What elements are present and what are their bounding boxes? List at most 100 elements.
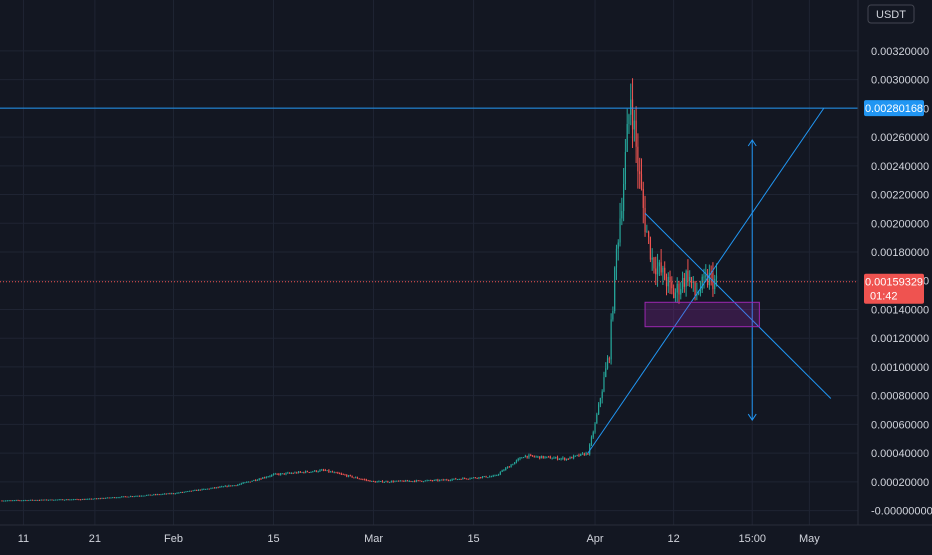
- candle-body: [430, 480, 432, 482]
- candle-body: [105, 497, 107, 499]
- candle-body: [589, 444, 591, 455]
- range-rectangle[interactable]: [644, 301, 760, 328]
- candle-body: [421, 480, 423, 482]
- candle-body: [333, 472, 335, 474]
- candle-body: [708, 272, 710, 286]
- candle-body: [705, 275, 707, 277]
- candle-body: [201, 489, 203, 491]
- candle-body: [187, 491, 189, 493]
- candle-body: [530, 455, 532, 457]
- candle-body: [335, 472, 337, 474]
- candle-body: [330, 471, 332, 473]
- candle-body: [567, 458, 569, 460]
- candle-body: [360, 478, 362, 480]
- candle-body: [240, 483, 242, 485]
- candle-body: [312, 471, 314, 473]
- candle-body: [599, 398, 601, 405]
- candle-body: [146, 495, 148, 497]
- candle-body: [665, 279, 668, 287]
- candle-body: [394, 481, 396, 483]
- x-tick-label: 15:00: [738, 533, 766, 545]
- trendline[interactable]: [644, 212, 832, 399]
- candle-body: [389, 482, 391, 484]
- candle-body: [167, 493, 169, 495]
- candle-body: [701, 276, 703, 290]
- candle-body: [549, 456, 551, 459]
- candle-body: [396, 480, 398, 482]
- candle-body: [206, 488, 209, 490]
- candle-body: [535, 456, 537, 458]
- candle-body: [265, 477, 267, 479]
- candle-body: [648, 231, 650, 238]
- candle-body: [689, 276, 691, 282]
- candle-body: [90, 498, 92, 500]
- candle-body: [592, 432, 594, 438]
- candle-body: [662, 267, 664, 273]
- candle-body: [467, 478, 469, 480]
- candle-body: [94, 498, 96, 500]
- candle-body: [540, 455, 543, 459]
- y-tick-label: 0.00060000: [871, 419, 929, 431]
- candle-body: [551, 458, 553, 460]
- candle-body: [671, 281, 673, 289]
- candle-body: [649, 237, 652, 260]
- candle-body: [339, 473, 341, 475]
- candle-body: [256, 479, 259, 481]
- candle-body: [371, 480, 373, 482]
- y-tick-label: 0.00320000: [871, 46, 929, 58]
- candle-body: [417, 480, 419, 482]
- candle-body: [499, 472, 501, 475]
- candle-body: [383, 481, 385, 483]
- candle-body: [465, 478, 468, 480]
- candle-body: [328, 470, 330, 472]
- candle-body: [215, 487, 217, 489]
- candle-body: [451, 479, 453, 481]
- candle-body: [301, 472, 303, 474]
- candle-body: [655, 268, 657, 275]
- candle-body: [546, 456, 548, 458]
- candle-body: [238, 484, 241, 486]
- candle-body: [547, 456, 550, 458]
- candle-body: [580, 453, 582, 456]
- candle-body: [362, 479, 364, 481]
- candle-body: [38, 499, 41, 501]
- candle-body: [33, 499, 35, 501]
- candle-body: [183, 491, 185, 493]
- candle-body: [576, 454, 578, 456]
- candle-body: [617, 242, 619, 249]
- candle-body: [489, 476, 491, 478]
- candle-body: [714, 278, 716, 289]
- candle-body: [197, 489, 200, 491]
- candle-countdown: 01:42: [870, 291, 898, 303]
- candle-body: [310, 471, 312, 473]
- candle-body: [537, 456, 539, 458]
- y-tick-label: 0.00200000: [871, 218, 929, 230]
- candle-body: [669, 276, 671, 282]
- candle-body: [596, 414, 598, 424]
- candle-body: [692, 281, 694, 284]
- axes[interactable]: [0, 0, 932, 526]
- candle-body: [294, 472, 296, 474]
- candle-body: [412, 481, 414, 483]
- candle-body: [365, 479, 367, 481]
- candle-body: [571, 456, 573, 459]
- drawings[interactable]: [0, 107, 858, 454]
- candle-body: [53, 499, 55, 501]
- candle-body: [192, 490, 194, 492]
- candle-body: [281, 473, 284, 475]
- candle-body: [569, 456, 571, 460]
- currency-badge[interactable]: [867, 4, 915, 24]
- candle-body: [288, 472, 291, 474]
- trendline[interactable]: [587, 108, 825, 454]
- candle-body: [283, 473, 285, 475]
- candle-body: [140, 495, 142, 497]
- candle-body: [380, 481, 382, 483]
- candle-body: [194, 490, 196, 492]
- candle-body: [326, 470, 328, 472]
- candle-body: [124, 496, 126, 498]
- candle-body: [583, 453, 585, 456]
- candle-body: [372, 480, 375, 482]
